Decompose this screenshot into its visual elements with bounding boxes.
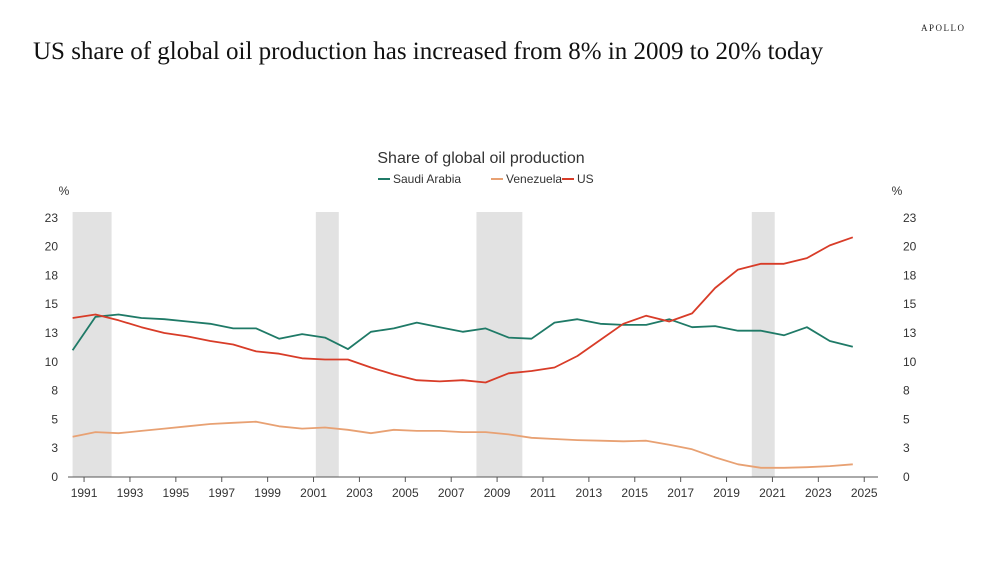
x-tick-label: 2011: [530, 486, 556, 500]
right-y-tick-label: 3: [903, 441, 910, 455]
legend-label: US: [577, 172, 594, 186]
x-tick-label: 2015: [621, 486, 648, 500]
recession-band: [72, 212, 112, 477]
recession-band: [476, 212, 523, 477]
legend-label: Venezuela: [506, 172, 562, 186]
left-y-tick-label: 13: [45, 326, 59, 340]
series-line-saudi-arabia: [71, 313, 854, 351]
right-axis-unit: %: [892, 184, 903, 198]
x-tick-label: 2025: [851, 486, 878, 500]
left-y-tick-label: 10: [45, 355, 59, 369]
x-tick-label: 1999: [254, 486, 281, 500]
recession-band: [751, 212, 775, 477]
recession-bands: [72, 212, 775, 477]
x-tick-label: 2009: [484, 486, 511, 500]
headline: US share of global oil production has in…: [33, 38, 824, 65]
x-tick-label: 2013: [576, 486, 603, 500]
x-tick-label: 1997: [208, 486, 235, 500]
right-y-tick-label: 13: [903, 326, 917, 340]
left-y-tick-label: 15: [45, 297, 59, 311]
left-y-axis-ticks: 0 3 5 8 10 13 15 18 20 23: [45, 211, 59, 484]
recession-band: [315, 212, 339, 477]
right-y-tick-label: 0: [903, 470, 910, 484]
x-tick-label: 2005: [392, 486, 419, 500]
chart-series: [71, 236, 854, 469]
left-y-tick-label: 5: [51, 412, 58, 426]
x-tick-label: 2007: [438, 486, 465, 500]
x-tick-label: 2003: [346, 486, 373, 500]
x-axis-ticks: 1991 1993 1995 1997 1999 2001 2003 2005 2007 2009…: [71, 477, 878, 500]
left-axis-unit: %: [59, 184, 70, 198]
left-y-tick-label: 20: [45, 240, 59, 254]
right-y-tick-label: 15: [903, 297, 917, 311]
x-tick-label: 1993: [117, 486, 144, 500]
left-y-tick-label: 18: [45, 268, 59, 282]
chart-title: Share of global oil production: [377, 150, 584, 167]
right-y-tick-label: 5: [903, 412, 910, 426]
series-line-us: [72, 236, 854, 384]
x-tick-label: 2019: [713, 486, 740, 500]
left-y-tick-label: 23: [45, 211, 59, 225]
right-y-axis-ticks: 0 3 5 8 10 13 15 18 20 23: [903, 211, 917, 484]
brand-logo-text: APOLLO: [921, 23, 966, 33]
x-tick-label: 1991: [71, 486, 98, 500]
right-y-tick-label: 8: [903, 384, 910, 398]
chart-legend: Saudi Arabia Venezuela US: [378, 172, 594, 186]
legend-label: Saudi Arabia: [393, 172, 461, 186]
right-y-tick-label: 23: [903, 211, 917, 225]
left-y-tick-label: 8: [51, 384, 58, 398]
x-tick-label: 2001: [300, 486, 327, 500]
x-tick-label: 2017: [667, 486, 694, 500]
left-y-tick-label: 3: [51, 441, 58, 455]
series-line-venezuela: [72, 420, 853, 469]
right-y-tick-label: 20: [903, 240, 917, 254]
x-tick-label: 2023: [805, 486, 832, 500]
right-y-tick-label: 18: [903, 268, 917, 282]
left-y-tick-label: 0: [51, 470, 58, 484]
x-tick-label: 2021: [759, 486, 786, 500]
right-y-tick-label: 10: [903, 355, 917, 369]
x-tick-label: 1995: [162, 486, 189, 500]
